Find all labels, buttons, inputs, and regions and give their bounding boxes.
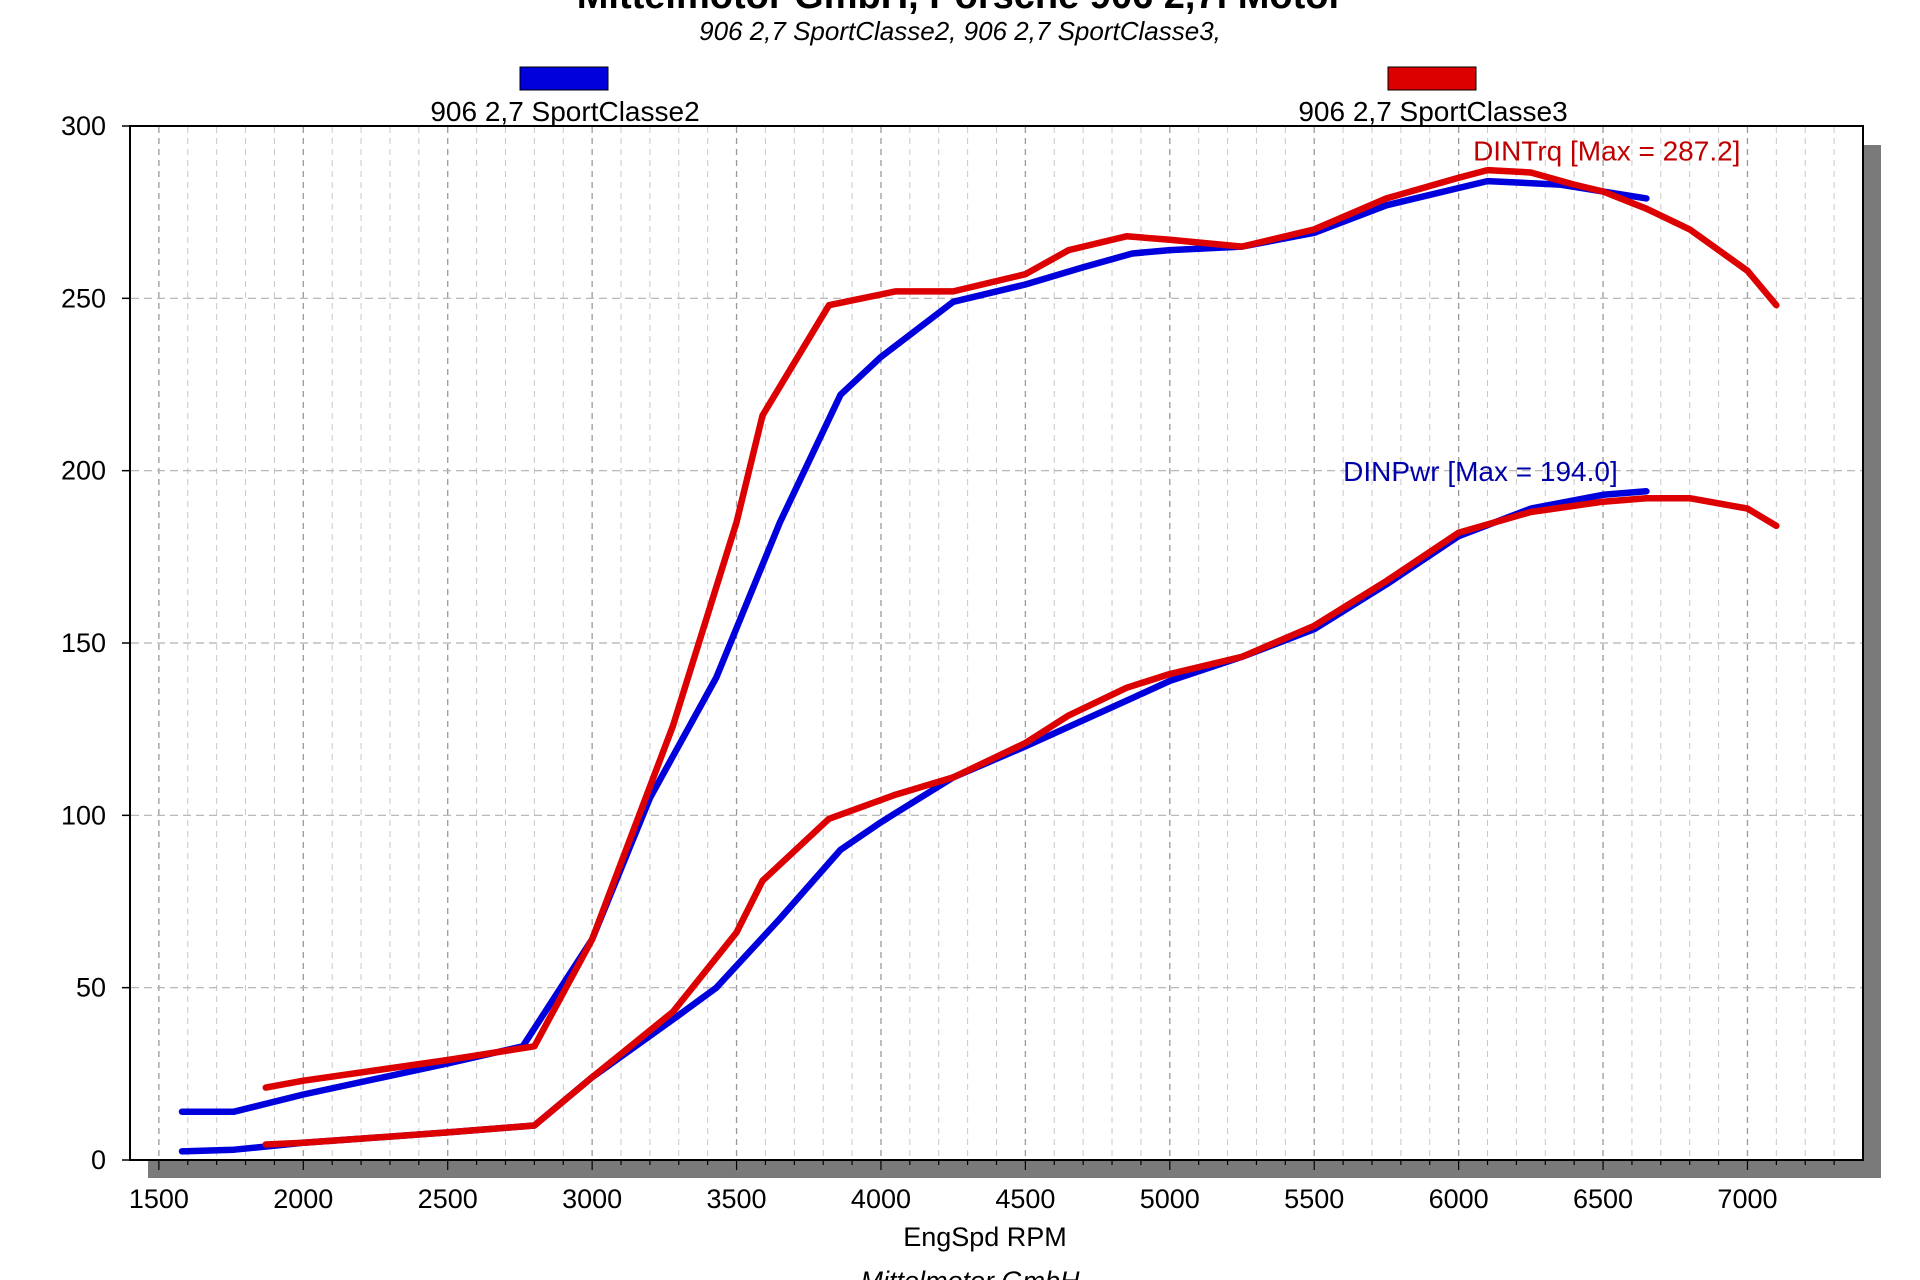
x-tick-label: 3500 (707, 1184, 767, 1214)
x-tick-label: 2000 (273, 1184, 333, 1214)
x-tick-label: 7000 (1717, 1184, 1777, 1214)
legend-swatch-classe3 (1387, 66, 1477, 91)
x-axis-title: EngSpd RPM (903, 1222, 1067, 1252)
x-axis: 1500 2000 2500 3000 3500 4000 4500 5000 5500 6000… (129, 1160, 1835, 1214)
series-layer (178, 166, 1780, 1155)
chart-subtitle: 906 2,7 SportClasse2, 906 2,7 SportClass… (699, 16, 1221, 46)
series-line-dintrq-sportclasse3 (262, 166, 1780, 1091)
annotation-max-torque: DINTrq [Max = 287.2] (1473, 135, 1740, 166)
legend-swatch-classe2 (519, 66, 609, 91)
grid (131, 127, 1862, 1159)
y-tick-label: 0 (91, 1145, 106, 1175)
x-tick-label: 5500 (1284, 1184, 1344, 1214)
legend-label-classe3: 906 2,7 SportClasse3 (1298, 96, 1567, 127)
y-tick-label: 300 (61, 111, 106, 141)
legend: 906 2,7 SportClasse2 906 2,7 SportClasse… (430, 66, 1568, 127)
chart-title: Mittelmotor GmbH, Porsche 906 2,7l Motor (577, 0, 1344, 17)
annotation-max-power: DINPwr [Max = 194.0] (1343, 456, 1618, 487)
x-tick-label: 3000 (562, 1184, 622, 1214)
x-tick-label: 2500 (418, 1184, 478, 1214)
x-tick-label: 4000 (851, 1184, 911, 1214)
chart-footer: Mittelmotor GmbH (860, 1266, 1080, 1280)
x-tick-label: 1500 (129, 1184, 189, 1214)
x-tick-label: 6000 (1429, 1184, 1489, 1214)
y-tick-label: 50 (76, 973, 106, 1003)
y-tick-label: 200 (61, 456, 106, 486)
y-tick-label: 150 (61, 628, 106, 658)
y-axis: 0 50 100 150 200 250 300 (61, 111, 130, 1175)
series-line-dinpwr-sportclasse3 (262, 494, 1780, 1148)
y-tick-label: 250 (61, 283, 106, 313)
legend-label-classe2: 906 2,7 SportClasse2 (430, 96, 699, 127)
x-tick-label: 6500 (1573, 1184, 1633, 1214)
y-tick-label: 100 (61, 800, 106, 830)
x-tick-label: 4500 (995, 1184, 1055, 1214)
x-tick-label: 5000 (1140, 1184, 1200, 1214)
